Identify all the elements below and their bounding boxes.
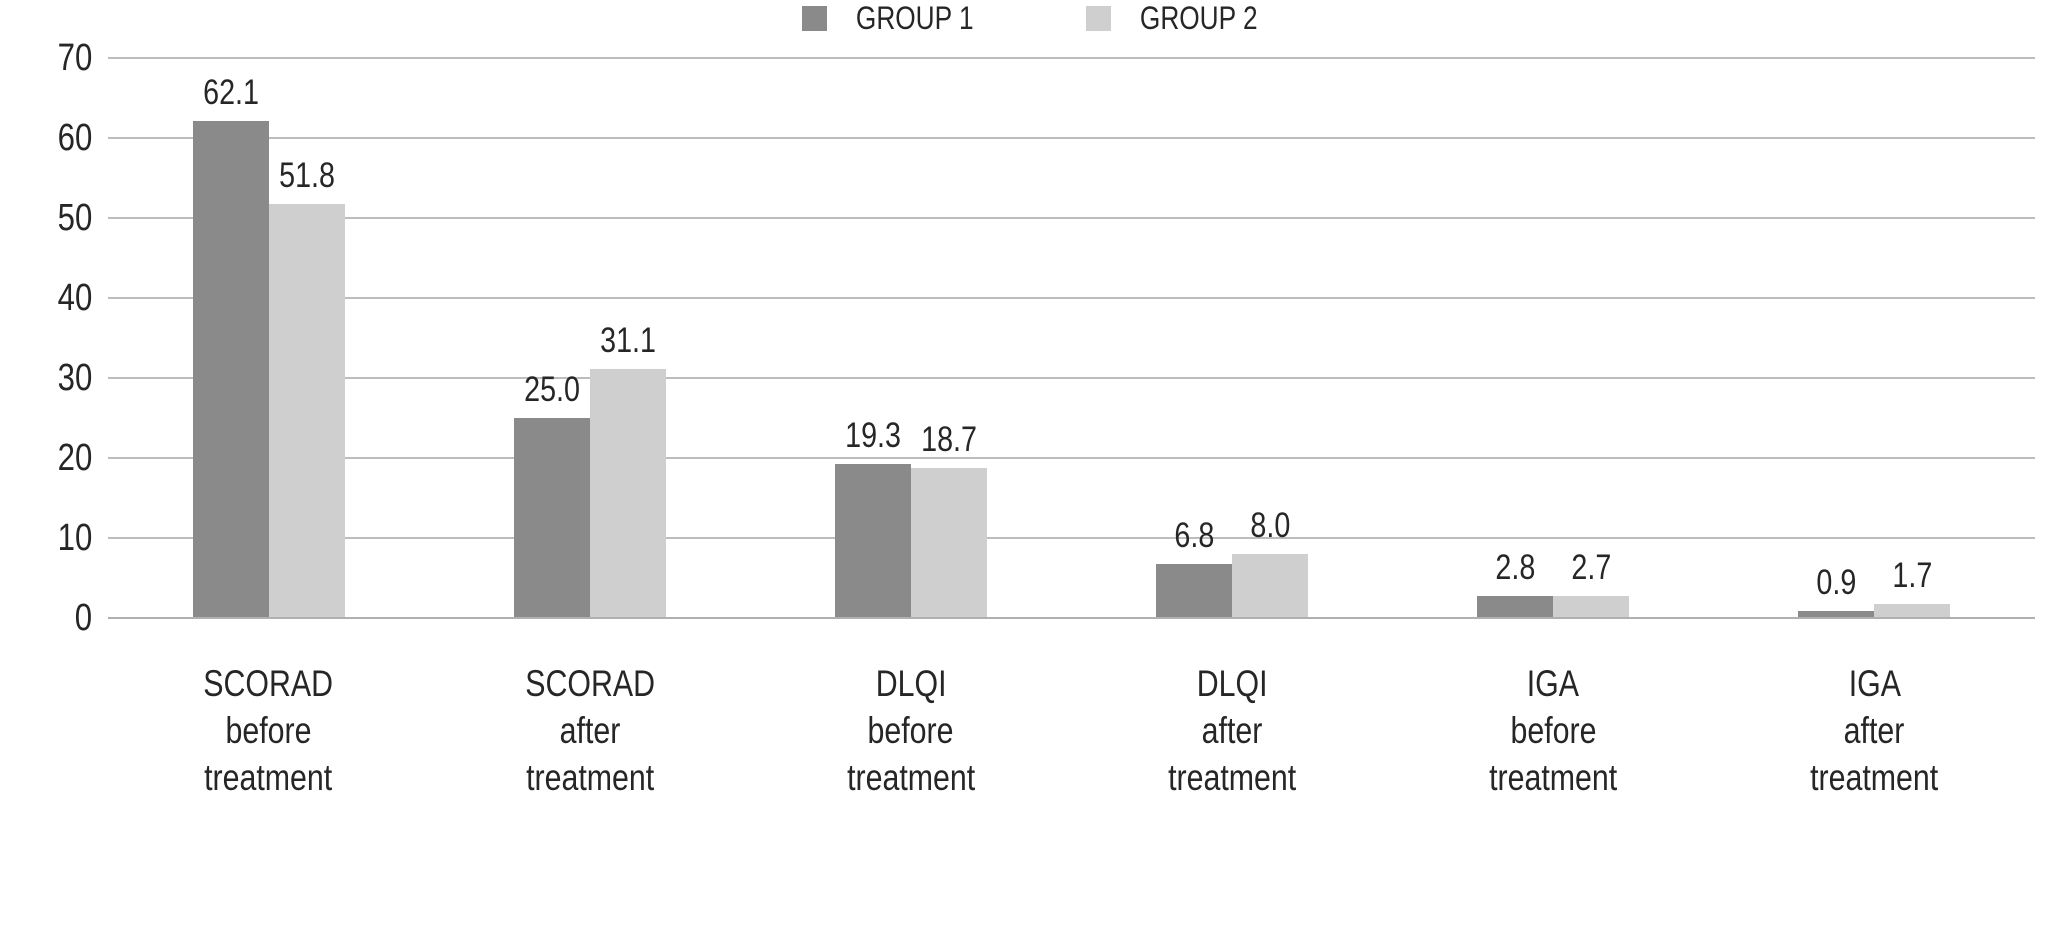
legend-text-group-1: GROUP 1 bbox=[855, 0, 974, 36]
gridline-y-70 bbox=[108, 57, 2035, 59]
category-label-iga-after-treatment: IGA after treatment bbox=[1810, 663, 1939, 798]
bar-group-1-cat-0 bbox=[192, 121, 269, 618]
value-label-group-1-cat-4: 2.8 bbox=[1495, 548, 1536, 587]
y-tick-label-60: 60 bbox=[57, 117, 92, 159]
legend-label-group-1: GROUP 1 bbox=[843, 0, 986, 37]
legend-text-group-2: GROUP 2 bbox=[1139, 0, 1258, 36]
category-label-scorad-after-treatment: SCORAD after treatment bbox=[524, 663, 655, 798]
y-tick-label-50: 50 bbox=[57, 197, 92, 239]
category-label-scorad-before-treatment: SCORAD before treatment bbox=[203, 663, 334, 798]
value-label-group-2-cat-2: 18.7 bbox=[920, 420, 977, 459]
gridline-y-30 bbox=[108, 377, 2035, 379]
value-label-group-1-cat-0: 62.1 bbox=[202, 73, 259, 112]
bar-group-1-cat-2 bbox=[834, 464, 911, 618]
bar-group-2-cat-1 bbox=[589, 369, 666, 618]
value-label-group-2-cat-4: 2.7 bbox=[1571, 548, 1612, 587]
bar-group-2-cat-4 bbox=[1553, 596, 1630, 618]
group-1-swatch bbox=[801, 6, 827, 31]
value-label-group-1-cat-5: 0.9 bbox=[1816, 563, 1857, 602]
bar-group-1-cat-3 bbox=[1156, 564, 1233, 618]
bar-group-1-cat-5 bbox=[1798, 611, 1875, 618]
x-axis-line bbox=[108, 617, 2035, 619]
chart-legend: GROUP 1 GROUP 2 bbox=[0, 0, 2072, 37]
bar-group-2-cat-3 bbox=[1232, 554, 1309, 618]
gridline-y-40 bbox=[108, 297, 2035, 299]
y-tick-label-20: 20 bbox=[57, 437, 92, 479]
bar-group-1-cat-1 bbox=[513, 418, 590, 618]
legend-item-group-1: GROUP 1 bbox=[801, 0, 986, 37]
bar-group-2-cat-5 bbox=[1874, 604, 1951, 618]
value-label-group-1-cat-1: 25.0 bbox=[523, 370, 580, 409]
group-2-swatch bbox=[1086, 6, 1111, 31]
value-label-group-2-cat-5: 1.7 bbox=[1892, 556, 1933, 595]
value-label-group-2-cat-0: 51.8 bbox=[278, 156, 335, 195]
gridline-y-50 bbox=[108, 217, 2035, 219]
y-tick-label-40: 40 bbox=[57, 277, 92, 319]
legend-item-group-2: GROUP 2 bbox=[1086, 0, 1270, 37]
bar-group-2-cat-2 bbox=[910, 468, 987, 618]
bar-group-2-cat-0 bbox=[268, 204, 345, 618]
value-label-group-2-cat-3: 8.0 bbox=[1250, 506, 1291, 545]
gridline-y-20 bbox=[108, 457, 2035, 459]
value-label-group-1-cat-3: 6.8 bbox=[1174, 516, 1215, 555]
value-label-group-1-cat-2: 19.3 bbox=[844, 416, 901, 455]
value-label-group-2-cat-1: 31.1 bbox=[599, 321, 656, 360]
y-tick-label-70: 70 bbox=[57, 37, 92, 79]
gridline-y-60 bbox=[108, 137, 2035, 139]
y-tick-label-30: 30 bbox=[57, 357, 92, 399]
category-label-dlqi-before-treatment: DLQI before treatment bbox=[846, 663, 975, 798]
legend-label-group-2: GROUP 2 bbox=[1127, 0, 1270, 37]
category-label-dlqi-after-treatment: DLQI after treatment bbox=[1167, 663, 1297, 798]
y-tick-label-10: 10 bbox=[57, 517, 92, 559]
y-tick-label-0: 0 bbox=[74, 597, 92, 639]
category-label-iga-before-treatment: IGA before treatment bbox=[1489, 663, 1618, 798]
bar-group-1-cat-4 bbox=[1477, 596, 1554, 618]
gridline-y-10 bbox=[108, 537, 2035, 539]
